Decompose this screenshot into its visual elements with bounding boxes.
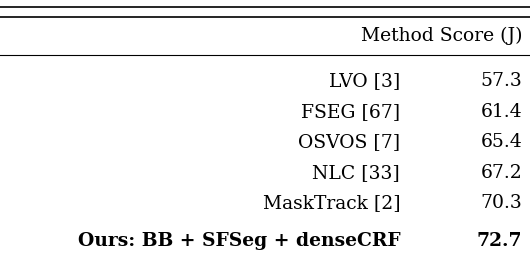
Text: 67.2: 67.2	[480, 164, 522, 182]
Text: 57.3: 57.3	[480, 72, 522, 90]
Text: 70.3: 70.3	[480, 194, 522, 213]
Text: MaskTrack [2]: MaskTrack [2]	[262, 194, 400, 213]
Text: 61.4: 61.4	[480, 103, 522, 121]
Text: NLC [33]: NLC [33]	[312, 164, 400, 182]
Text: 65.4: 65.4	[480, 133, 522, 151]
Text: 72.7: 72.7	[476, 232, 522, 250]
Text: LVO [3]: LVO [3]	[329, 72, 400, 90]
Text: OSVOS [7]: OSVOS [7]	[298, 133, 400, 151]
Text: Ours: BB + SFSeg + denseCRF: Ours: BB + SFSeg + denseCRF	[77, 232, 400, 250]
Text: FSEG [67]: FSEG [67]	[301, 103, 400, 121]
Text: Method Score (J): Method Score (J)	[360, 27, 522, 45]
